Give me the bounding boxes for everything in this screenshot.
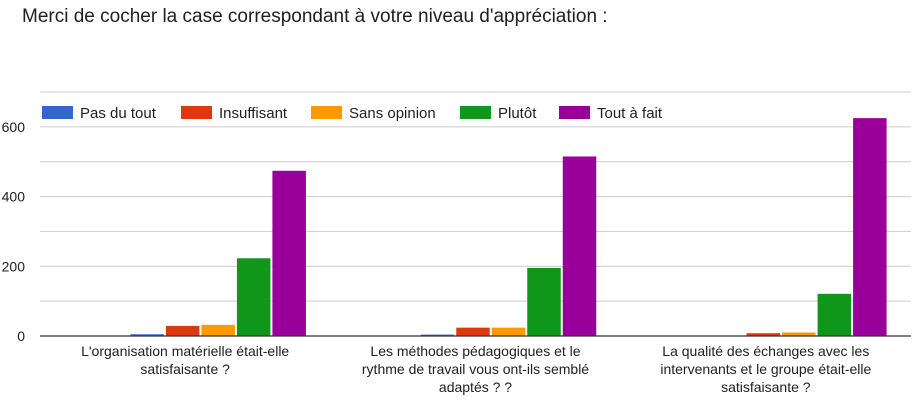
gridlines: [40, 91, 911, 302]
legend-label: Plutôt: [498, 105, 537, 122]
bar[interactable]: [201, 324, 235, 336]
legend-label: Pas du tout: [80, 105, 157, 122]
bar[interactable]: [491, 327, 526, 336]
category-labels: L'organisation matérielle était-elle sati…: [81, 343, 871, 395]
question-title: Merci de cocher la case correspondant à …: [22, 6, 608, 27]
legend-swatch: [42, 106, 73, 119]
bar[interactable]: [817, 293, 852, 336]
bar[interactable]: [782, 332, 816, 336]
y-tick-labels: 0 200 400 600: [2, 119, 26, 344]
legend-item[interactable]: Sans opinion: [311, 105, 436, 122]
legend-label: Insuffisant: [219, 105, 288, 122]
y-tick-label: 200: [2, 258, 26, 274]
legend-item[interactable]: Pas du tout: [42, 105, 157, 122]
legend-item[interactable]: Insuffisant: [181, 105, 288, 122]
legend-label: Tout à fait: [597, 105, 663, 122]
bars: [130, 118, 887, 337]
category-label: L'organisation matérielle était-elle sati…: [81, 343, 289, 377]
legend-swatch: [460, 106, 491, 119]
bar[interactable]: [165, 325, 200, 336]
legend-label: Sans opinion: [349, 105, 436, 122]
bar[interactable]: [420, 334, 455, 336]
bar[interactable]: [236, 258, 271, 336]
legend-swatch: [311, 106, 342, 119]
y-tick-label: 600: [2, 119, 26, 135]
legend-item[interactable]: Tout à fait: [559, 105, 663, 122]
bar[interactable]: [130, 334, 164, 336]
bar[interactable]: [853, 118, 887, 337]
bar[interactable]: [562, 156, 597, 336]
bar[interactable]: [456, 327, 490, 336]
bar[interactable]: [746, 333, 781, 336]
legend-item[interactable]: Plutôt: [460, 105, 537, 122]
legend-swatch: [181, 106, 212, 119]
y-tick-label: 400: [2, 189, 26, 205]
legend-swatch: [559, 106, 590, 119]
bar[interactable]: [272, 170, 306, 336]
bar[interactable]: [527, 268, 561, 336]
category-label: La qualité des échanges avec les interven…: [660, 343, 871, 395]
legend: Pas du tout Insuffisant Sans opinion Plutôt…: [42, 105, 663, 122]
y-tick-label: 0: [17, 328, 25, 344]
category-label: Les méthodes pédagogiques et le rythme de…: [362, 343, 589, 395]
